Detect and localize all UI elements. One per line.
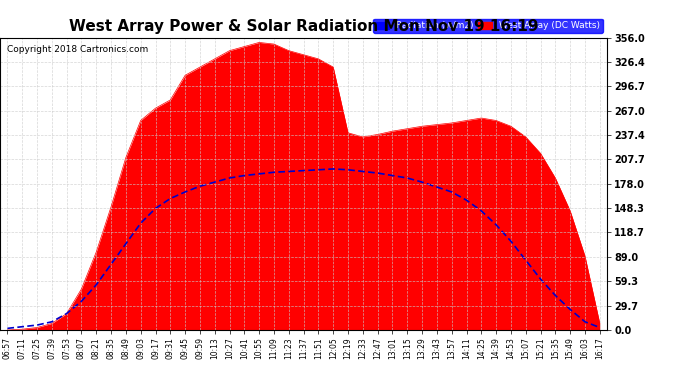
Legend: Radiation (w/m2), West Array (DC Watts): Radiation (w/m2), West Array (DC Watts) <box>373 19 602 33</box>
Text: Copyright 2018 Cartronics.com: Copyright 2018 Cartronics.com <box>7 45 148 54</box>
Text: West Array Power & Solar Radiation Mon Nov 19 16:19: West Array Power & Solar Radiation Mon N… <box>69 19 538 34</box>
